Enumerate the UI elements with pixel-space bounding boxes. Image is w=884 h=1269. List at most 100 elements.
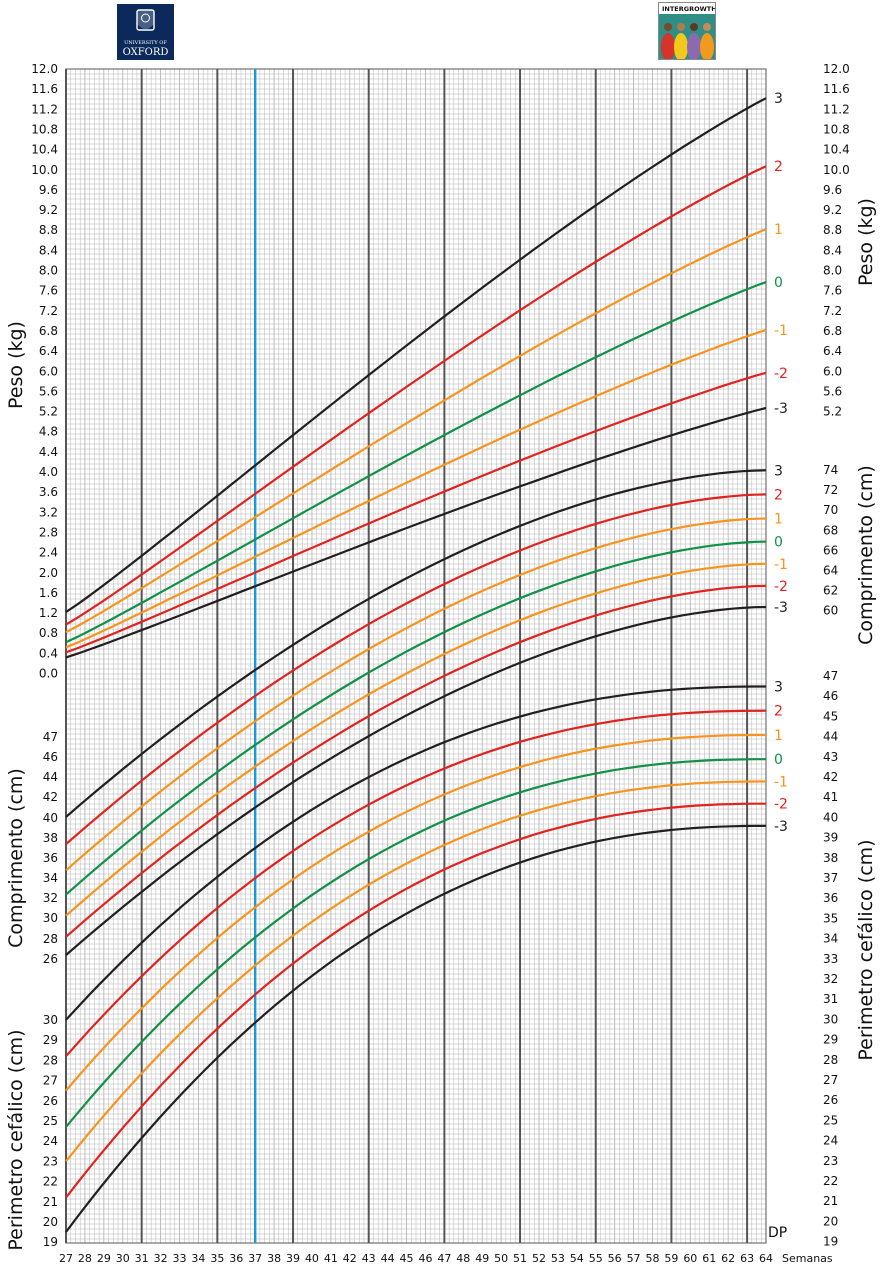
y-tick-comp-right: 60 [823, 604, 838, 618]
y-tick-peso-left: 4.4 [39, 445, 58, 459]
y-tick-pc-right: 23 [823, 1154, 838, 1168]
y-tick-peso-left: 3.6 [39, 485, 58, 499]
y-tick-peso-left: 11.6 [31, 82, 58, 96]
x-tick-label: 44 [381, 1252, 395, 1265]
y-tick-comp-right: 62 [823, 584, 838, 598]
y-tick-pc-left: 25 [43, 1114, 58, 1128]
y-tick-peso-right: 8.0 [823, 264, 842, 278]
y-tick-peso-left: 8.4 [39, 243, 58, 257]
y-tick-peso-left: 0.0 [39, 667, 58, 681]
x-tick-label: 54 [570, 1252, 584, 1265]
x-tick-label: 45 [400, 1252, 414, 1265]
x-tick-label: 42 [343, 1252, 357, 1265]
y-tick-comp-left: 32 [43, 891, 58, 905]
y-tick-peso-left: 7.2 [39, 304, 58, 318]
x-tick-label: 29 [97, 1252, 111, 1265]
y-tick-peso-left: 2.0 [39, 566, 58, 580]
y-tick-peso-left: 12.0 [31, 62, 58, 76]
y-tick-peso-right: 5.2 [823, 405, 842, 419]
peso-sd-label-2: 2 [774, 159, 783, 175]
y-tick-pc-right: 45 [823, 709, 838, 723]
y-tick-comp-left: 34 [43, 871, 58, 885]
y-tick-pc-right: 24 [823, 1134, 838, 1148]
y-tick-peso-right: 7.6 [823, 284, 842, 298]
y-tick-pc-left: 28 [43, 1053, 58, 1067]
x-tick-label: 31 [135, 1252, 149, 1265]
y-tick-pc-right: 39 [823, 831, 838, 845]
y-tick-pc-right: 35 [823, 911, 838, 925]
y-tick-pc-right: 37 [823, 871, 838, 885]
x-tick-label: 59 [664, 1252, 678, 1265]
y-tick-pc-right: 44 [823, 730, 838, 744]
pc-sd-label-3: 3 [774, 680, 783, 696]
y-tick-comp-left: 44 [43, 770, 58, 784]
y-tick-comp-left: 46 [43, 750, 58, 764]
y-tick-pc-right: 41 [823, 790, 838, 804]
peso-sd-label--1: -1 [774, 323, 788, 339]
pc-sd-label-0: 0 [774, 752, 783, 768]
y-tick-comp-right: 72 [823, 483, 838, 497]
y-tick-pc-left: 24 [43, 1134, 58, 1148]
y-tick-peso-left: 3.2 [39, 505, 58, 519]
y-tick-pc-right: 32 [823, 972, 838, 986]
y-tick-pc-right: 19 [823, 1235, 838, 1249]
y-tick-peso-left: 8.0 [39, 264, 58, 278]
y-tick-pc-left: 21 [43, 1195, 58, 1209]
y-tick-pc-left: 30 [43, 1013, 58, 1027]
y-tick-peso-left: 10.8 [31, 122, 58, 136]
y-tick-peso-left: 9.2 [39, 203, 58, 217]
y-tick-peso-left: 0.8 [39, 626, 58, 640]
y-tick-pc-right: 30 [823, 1012, 838, 1026]
y-tick-peso-right: 12.0 [823, 62, 850, 76]
x-tick-label: 48 [456, 1252, 470, 1265]
comp-sd-label-3: 3 [774, 463, 783, 479]
x-tick-label: 50 [494, 1252, 508, 1265]
x-tick-label: 40 [305, 1252, 319, 1265]
peso-sd-label-0: 0 [774, 275, 783, 291]
axis-label-pc-left: Perimetro cefálico (cm) [5, 1029, 27, 1250]
y-tick-peso-left: 7.6 [39, 284, 58, 298]
grid-lines [66, 69, 766, 1243]
y-tick-peso-right: 8.4 [823, 243, 842, 257]
y-tick-peso-left: 6.4 [39, 344, 58, 358]
y-tick-peso-left: 9.6 [39, 183, 58, 197]
y-tick-peso-left: 2.4 [39, 546, 58, 560]
x-tick-label: 53 [551, 1252, 565, 1265]
y-tick-pc-left: 27 [43, 1074, 58, 1088]
y-tick-comp-left: 38 [43, 831, 58, 845]
comp-sd-label-0: 0 [774, 535, 783, 551]
x-tick-label: 47 [437, 1252, 451, 1265]
x-tick-label: 35 [210, 1252, 224, 1265]
pc-sd-label--2: -2 [774, 797, 788, 813]
y-tick-comp-right: 64 [823, 564, 838, 578]
y-tick-peso-left: 1.6 [39, 586, 58, 600]
y-tick-comp-left: 42 [43, 790, 58, 804]
y-tick-peso-left: 0.4 [39, 646, 58, 660]
pc-sd-label-1: 1 [774, 728, 783, 744]
y-tick-pc-right: 25 [823, 1113, 838, 1127]
y-tick-pc-right: 40 [823, 810, 838, 824]
pc-sd-label--1: -1 [774, 774, 788, 790]
axis-label-peso-right: Peso (kg) [855, 198, 877, 286]
y-tick-peso-left: 11.2 [31, 102, 58, 116]
x-tick-label: 28 [78, 1252, 92, 1265]
peso-sd-label--3: -3 [774, 401, 788, 417]
y-tick-peso-left: 1.2 [39, 606, 58, 620]
y-tick-peso-right: 9.2 [823, 203, 842, 217]
y-tick-pc-right: 36 [823, 891, 838, 905]
y-tick-peso-left: 2.8 [39, 525, 58, 539]
y-tick-peso-left: 4.8 [39, 425, 58, 439]
y-tick-pc-left: 23 [43, 1154, 58, 1168]
y-tick-comp-right: 68 [823, 523, 838, 537]
y-tick-comp-left: 36 [43, 851, 58, 865]
y-tick-comp-right: 70 [823, 503, 838, 517]
x-tick-label: 41 [324, 1252, 338, 1265]
x-tick-label: 32 [154, 1252, 168, 1265]
y-tick-comp-left: 30 [43, 911, 58, 925]
y-tick-peso-right: 9.6 [823, 183, 842, 197]
x-tick-label: 36 [229, 1252, 243, 1265]
y-tick-pc-right: 46 [823, 689, 838, 703]
x-tick-label: 58 [645, 1252, 659, 1265]
x-tick-label: 38 [267, 1252, 281, 1265]
y-tick-pc-left: 19 [43, 1235, 58, 1249]
